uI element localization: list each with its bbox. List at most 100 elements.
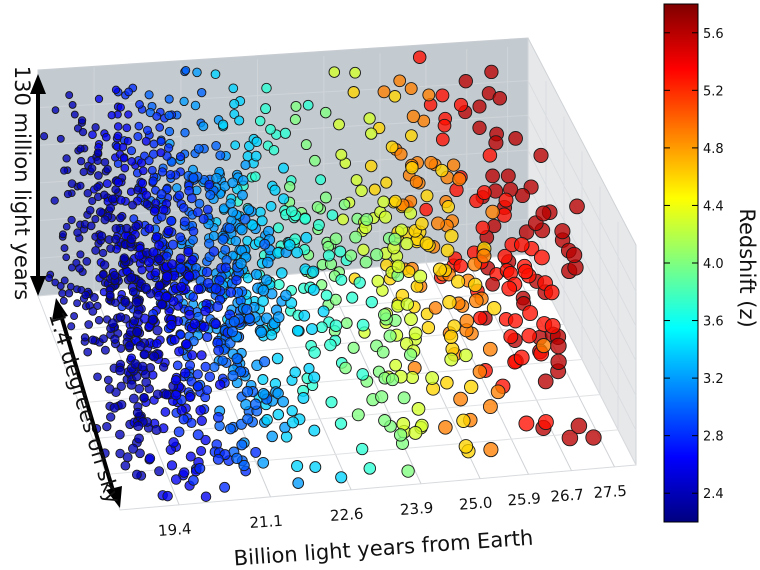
- data-point: [174, 346, 185, 357]
- data-point: [200, 361, 211, 372]
- data-point: [180, 128, 190, 138]
- data-point: [131, 469, 142, 480]
- data-point: [404, 348, 418, 362]
- data-point: [185, 391, 196, 403]
- data-point: [137, 178, 148, 188]
- data-point: [205, 189, 216, 201]
- data-point: [59, 230, 67, 239]
- data-point: [116, 103, 125, 112]
- data-point: [544, 318, 561, 335]
- data-point: [152, 111, 162, 121]
- data-point: [166, 215, 177, 227]
- data-point: [91, 215, 100, 224]
- data-point: [368, 183, 381, 196]
- data-point: [142, 125, 153, 135]
- data-point: [108, 194, 118, 204]
- data-point: [405, 129, 418, 142]
- data-point: [188, 172, 199, 183]
- data-point: [242, 413, 254, 425]
- data-point: [428, 301, 443, 315]
- data-point: [152, 325, 163, 336]
- data-point: [239, 213, 251, 225]
- data-point: [265, 200, 277, 212]
- data-point: [391, 259, 406, 274]
- data-point: [104, 384, 115, 394]
- data-point: [91, 246, 100, 255]
- data-point: [291, 324, 304, 337]
- data-point: [119, 253, 129, 263]
- data-point: [127, 157, 137, 166]
- data-point: [188, 234, 198, 245]
- data-point: [124, 341, 135, 351]
- data-point: [94, 315, 104, 325]
- data-point: [250, 150, 262, 162]
- data-point: [298, 309, 311, 322]
- data-point: [183, 247, 194, 258]
- data-point: [113, 122, 123, 131]
- data-point: [271, 352, 284, 365]
- data-point: [98, 248, 108, 258]
- data-point: [394, 147, 408, 161]
- data-point: [144, 257, 154, 267]
- data-point: [135, 448, 145, 459]
- data-point: [128, 200, 138, 210]
- data-point: [285, 205, 298, 218]
- data-point: [400, 297, 414, 311]
- data-point: [76, 144, 85, 153]
- data-point: [370, 248, 384, 262]
- data-point: [224, 222, 236, 234]
- data-point: [214, 379, 226, 390]
- data-point: [89, 293, 99, 302]
- data-point: [334, 417, 348, 430]
- data-point: [250, 446, 262, 458]
- data-point: [88, 335, 98, 345]
- data-point: [507, 313, 523, 329]
- data-point: [189, 318, 201, 330]
- colorbar-tick-label: 2.4: [703, 487, 724, 502]
- data-point: [120, 460, 131, 471]
- data-point: [340, 317, 353, 329]
- data-point: [217, 355, 228, 366]
- data-point: [459, 313, 475, 329]
- data-point: [56, 282, 65, 290]
- data-point: [73, 228, 82, 237]
- data-point: [284, 181, 296, 193]
- data-point: [211, 140, 221, 151]
- data-point: [166, 319, 177, 331]
- data-point: [176, 281, 187, 293]
- data-point: [380, 176, 393, 189]
- data-point: [140, 282, 151, 293]
- data-point: [289, 113, 301, 126]
- data-point: [356, 368, 369, 381]
- data-point: [124, 110, 133, 119]
- data-point: [483, 442, 499, 458]
- data-point: [67, 322, 76, 331]
- colorbar-tick-label: 2.8: [703, 430, 724, 445]
- data-point: [100, 345, 110, 355]
- data-point: [458, 439, 474, 454]
- data-point: [128, 393, 139, 404]
- data-point: [137, 361, 148, 372]
- data-point: [197, 87, 207, 98]
- data-point: [268, 144, 280, 156]
- data-point: [215, 150, 226, 161]
- data-point: [179, 216, 190, 227]
- data-point: [141, 190, 152, 200]
- data-point: [204, 238, 215, 249]
- data-point: [229, 98, 240, 110]
- x-tick-label: 22.6: [329, 505, 364, 525]
- data-point: [134, 121, 144, 131]
- data-point: [424, 155, 438, 170]
- data-point: [180, 367, 191, 379]
- data-point: [259, 356, 271, 368]
- data-point: [259, 238, 271, 250]
- data-point: [93, 156, 102, 165]
- data-point: [100, 158, 110, 167]
- data-point: [308, 424, 321, 437]
- data-point: [106, 244, 115, 253]
- data-point: [94, 171, 103, 180]
- data-point: [133, 131, 143, 142]
- data-point: [201, 266, 213, 278]
- data-point: [292, 477, 305, 489]
- data-point: [346, 291, 359, 304]
